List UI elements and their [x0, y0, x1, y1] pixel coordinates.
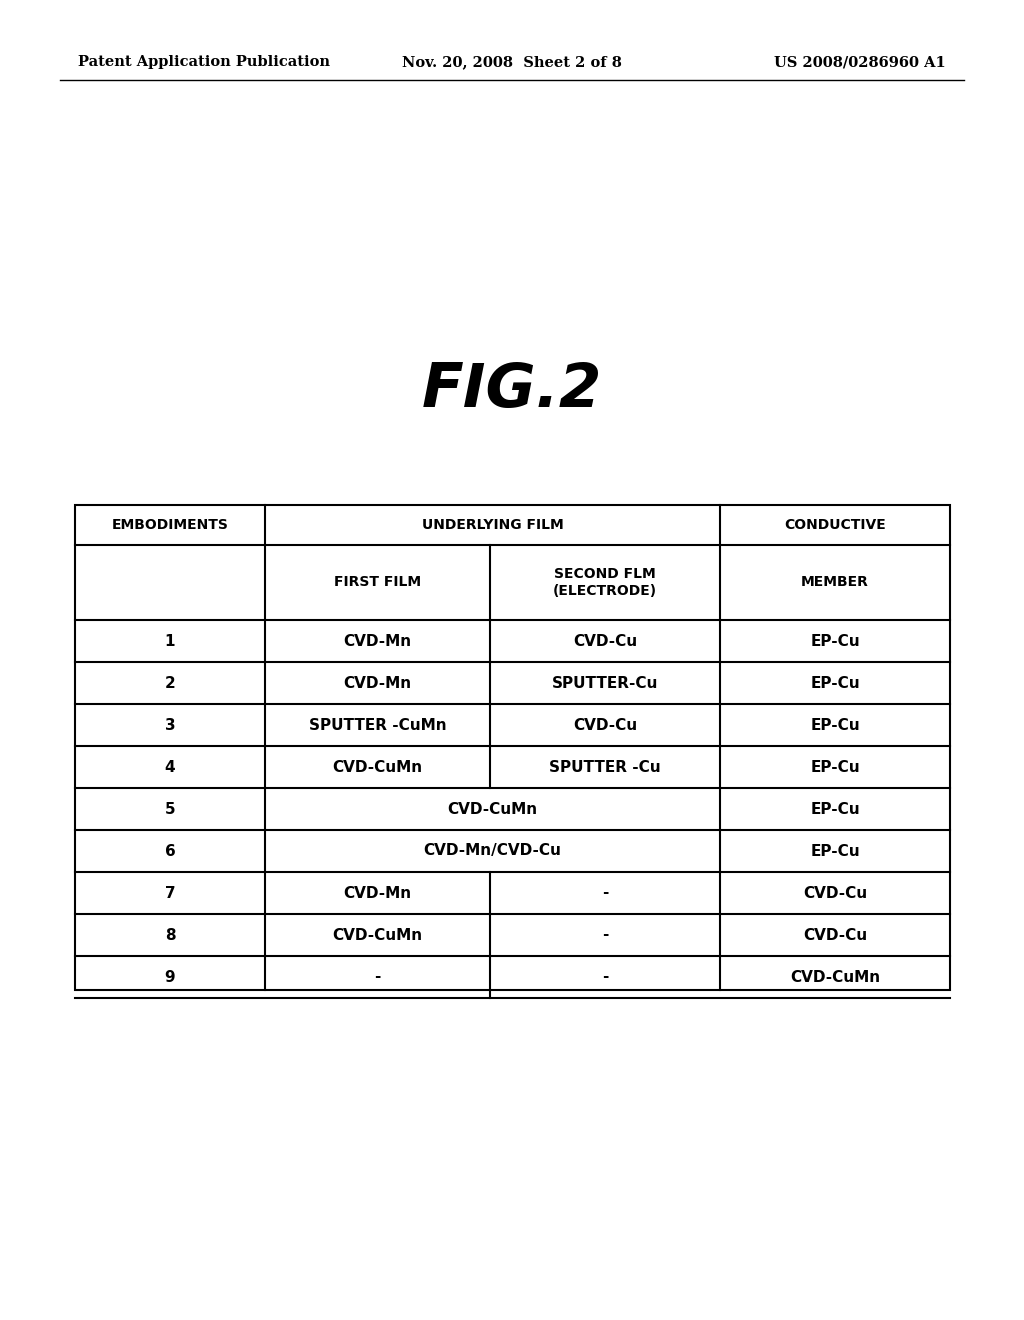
Text: EP-Cu: EP-Cu: [810, 801, 860, 817]
Text: UNDERLYING FILM: UNDERLYING FILM: [422, 517, 563, 532]
Text: CVD-CuMn: CVD-CuMn: [333, 928, 423, 942]
Text: CVD-Mn/CVD-Cu: CVD-Mn/CVD-Cu: [424, 843, 561, 858]
Text: MEMBER: MEMBER: [801, 576, 869, 590]
Text: SECOND FLM
(ELECTRODE): SECOND FLM (ELECTRODE): [553, 566, 657, 598]
Text: EP-Cu: EP-Cu: [810, 718, 860, 733]
Text: CVD-Mn: CVD-Mn: [343, 886, 412, 900]
Text: CVD-Mn: CVD-Mn: [343, 676, 412, 690]
Text: 3: 3: [165, 718, 175, 733]
Text: CVD-CuMn: CVD-CuMn: [447, 801, 538, 817]
Text: 2: 2: [165, 676, 175, 690]
Text: CVD-CuMn: CVD-CuMn: [790, 969, 880, 985]
Text: 8: 8: [165, 928, 175, 942]
Text: SPUTTER -Cu: SPUTTER -Cu: [549, 759, 660, 775]
Text: EP-Cu: EP-Cu: [810, 843, 860, 858]
Text: CVD-Cu: CVD-Cu: [803, 928, 867, 942]
Text: CVD-Cu: CVD-Cu: [573, 718, 637, 733]
Text: -: -: [375, 969, 381, 985]
Text: Patent Application Publication: Patent Application Publication: [78, 55, 330, 69]
Text: CONDUCTIVE: CONDUCTIVE: [784, 517, 886, 532]
Text: CVD-Cu: CVD-Cu: [573, 634, 637, 648]
Text: EP-Cu: EP-Cu: [810, 634, 860, 648]
Text: 4: 4: [165, 759, 175, 775]
Text: 5: 5: [165, 801, 175, 817]
Text: FIG.2: FIG.2: [422, 360, 602, 420]
Text: EMBODIMENTS: EMBODIMENTS: [112, 517, 228, 532]
Text: FIRST FILM: FIRST FILM: [334, 576, 421, 590]
Text: EP-Cu: EP-Cu: [810, 676, 860, 690]
Text: CVD-Cu: CVD-Cu: [803, 886, 867, 900]
Text: -: -: [602, 886, 608, 900]
Bar: [75, 506, 950, 990]
Text: 7: 7: [165, 886, 175, 900]
Text: -: -: [602, 928, 608, 942]
Text: US 2008/0286960 A1: US 2008/0286960 A1: [774, 55, 946, 69]
Text: 6: 6: [165, 843, 175, 858]
Text: 1: 1: [165, 634, 175, 648]
Text: -: -: [602, 969, 608, 985]
Text: CVD-Mn: CVD-Mn: [343, 634, 412, 648]
Text: 9: 9: [165, 969, 175, 985]
Text: CVD-CuMn: CVD-CuMn: [333, 759, 423, 775]
Text: SPUTTER-Cu: SPUTTER-Cu: [552, 676, 658, 690]
Text: SPUTTER -CuMn: SPUTTER -CuMn: [308, 718, 446, 733]
Text: EP-Cu: EP-Cu: [810, 759, 860, 775]
Text: Nov. 20, 2008  Sheet 2 of 8: Nov. 20, 2008 Sheet 2 of 8: [402, 55, 622, 69]
